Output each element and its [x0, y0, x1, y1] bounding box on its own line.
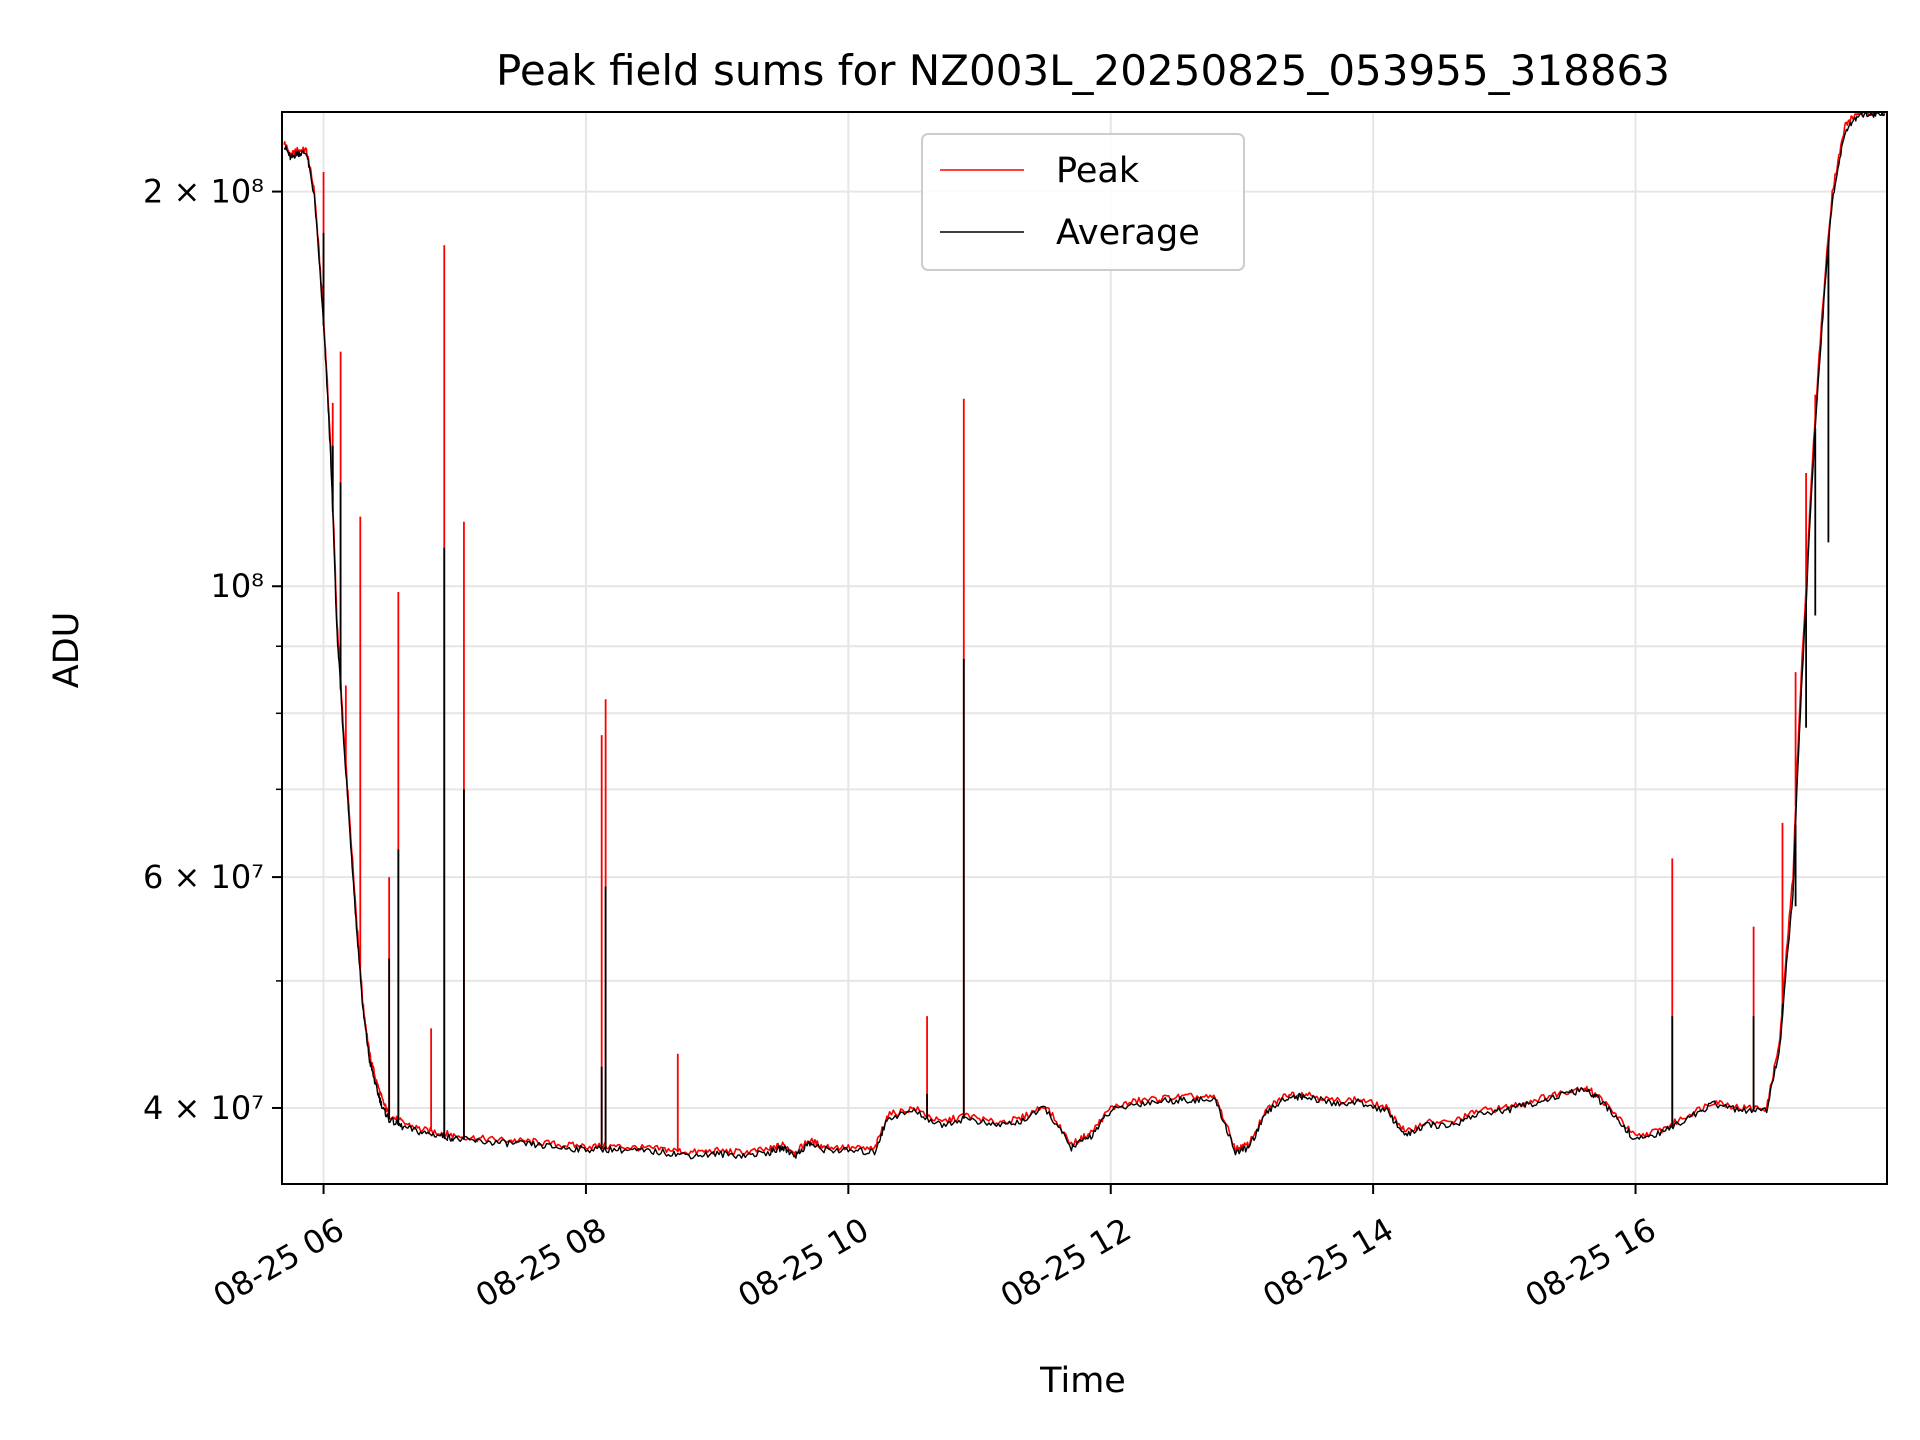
- legend-label-peak: Peak: [1056, 151, 1140, 191]
- legend: Peak Average: [921, 133, 1245, 271]
- legend-box: [921, 133, 1245, 271]
- y-axis-label: ADU: [47, 612, 87, 689]
- series-layer: [283, 112, 1886, 1160]
- x-axis-label: Time: [1039, 1361, 1126, 1401]
- y-tick-label: 6 × 10⁷: [143, 858, 264, 896]
- chart-title: Peak field sums for NZ003L_20250825_0539…: [496, 46, 1670, 95]
- series-group: [283, 112, 1886, 1160]
- y-axis: 4 × 10⁷ 6 × 10⁷ 10⁸ 2 × 10⁸: [143, 173, 282, 1127]
- series-line-average: [283, 112, 1886, 1160]
- legend-label-average: Average: [1056, 213, 1200, 253]
- y-tick-label: 4 × 10⁷: [143, 1089, 264, 1127]
- plot-frame: [281, 111, 1888, 1185]
- y-tick-label: 2 × 10⁸: [143, 173, 264, 211]
- series-line-peak: [283, 112, 1886, 1157]
- y-tick-label: 10⁸: [210, 567, 264, 605]
